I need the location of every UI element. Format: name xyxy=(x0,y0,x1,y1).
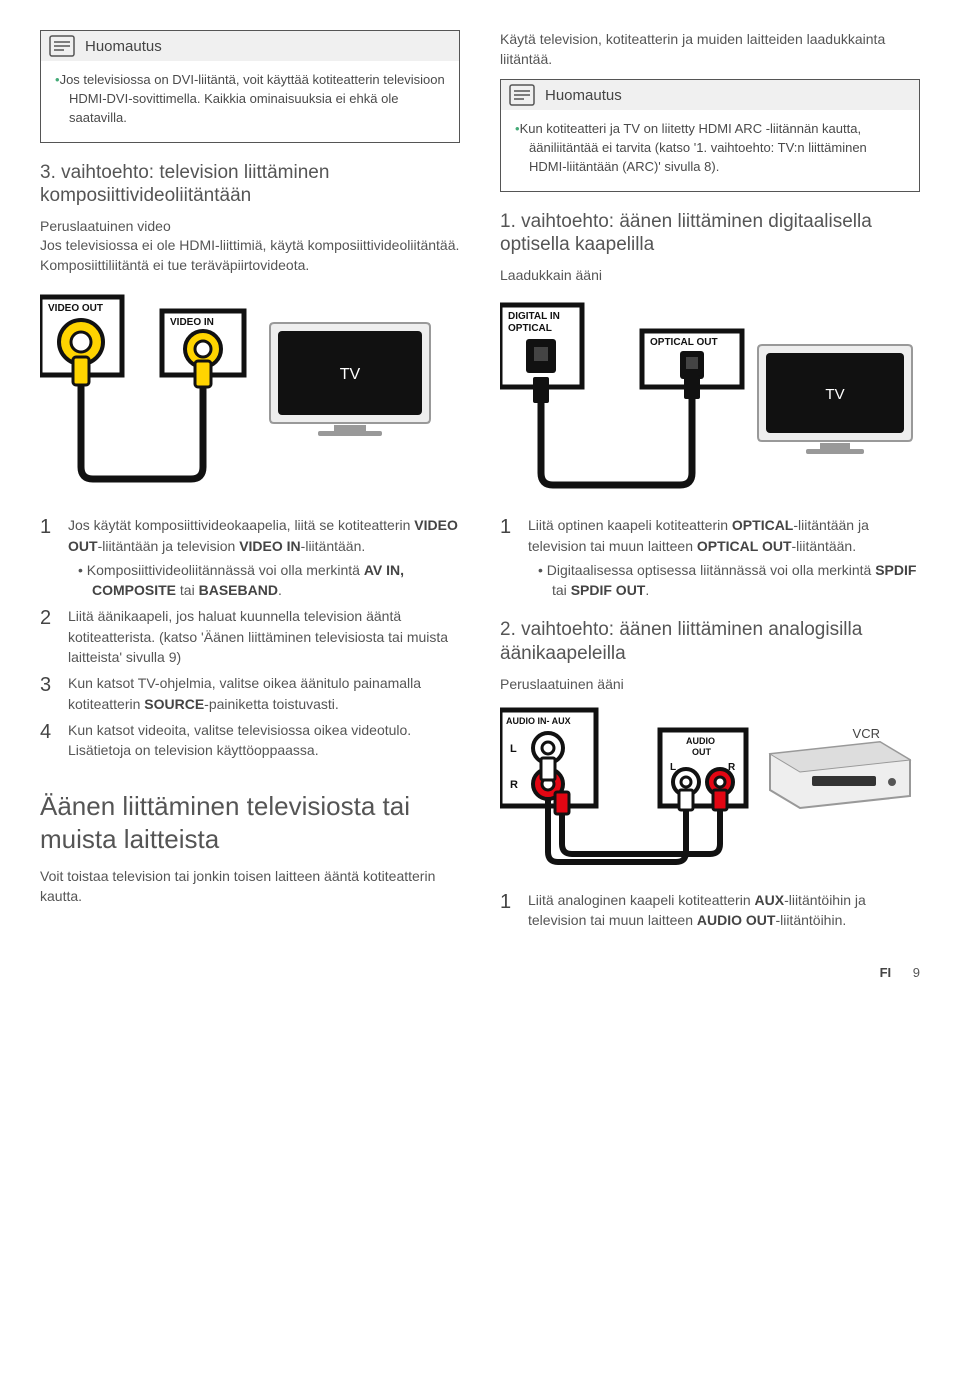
t: Komposiittivideoliitännässä voi olla mer… xyxy=(87,562,364,578)
opt1-title: 1. vaihtoehto: äänen liittäminen digitaa… xyxy=(500,210,920,258)
video-steps: Jos käytät komposiittivideokaapelia, lii… xyxy=(40,515,460,760)
svg-text:AUDIO: AUDIO xyxy=(686,736,715,746)
note-box-2: Huomautus Kun kotiteatteri ja TV on liit… xyxy=(500,79,920,192)
t: AUX xyxy=(755,892,785,908)
opt1-sub: Laadukkain ääni xyxy=(500,267,920,283)
section-3-subhead: Peruslaatuinen video xyxy=(40,218,460,234)
optical-diagram: DIGITAL IN OPTICAL OPTICAL OUT TV xyxy=(500,295,920,495)
t: VIDEO IN xyxy=(239,538,300,554)
aux-diagram: AUDIO IN- AUX L R AUDIO OUT L R VCR xyxy=(500,704,920,874)
optical-steps: Liitä optinen kaapeli kotiteatterin OPTI… xyxy=(500,515,920,600)
svg-text:R: R xyxy=(510,779,518,791)
svg-text:L: L xyxy=(510,743,517,755)
t: AUDIO OUT xyxy=(697,912,776,928)
note-box-1: Huomautus Jos televisiossa on DVI-liitän… xyxy=(40,30,460,143)
note-header: Huomautus xyxy=(41,31,459,61)
t: OPTICAL OUT xyxy=(697,538,792,554)
svg-text:VCR: VCR xyxy=(853,726,880,741)
svg-text:VIDEO OUT: VIDEO OUT xyxy=(48,303,103,314)
note-header-2: Huomautus xyxy=(501,80,919,110)
section-3-title: 3. vaihtoehto: television liittäminen ko… xyxy=(40,161,460,209)
aux-step-1: Liitä analoginen kaapeli kotiteatterin A… xyxy=(500,890,920,931)
opt2-title: 2. vaihtoehto: äänen liittäminen analogi… xyxy=(500,618,920,666)
t: OPTICAL xyxy=(732,517,793,533)
right-column: Käytä television, kotiteatterin ja muide… xyxy=(500,30,920,515)
t: BASEBAND xyxy=(199,582,278,598)
svg-text:AUDIO IN- AUX: AUDIO IN- AUX xyxy=(506,716,571,726)
step-3: Kun katsot TV-ohjelmia, valitse oikea ää… xyxy=(40,673,460,714)
page-footer: FI 9 xyxy=(40,965,920,980)
t: Jos käytät komposiittivideokaapelia, lii… xyxy=(68,517,414,533)
svg-text:TV: TV xyxy=(825,386,844,403)
svg-text:L: L xyxy=(670,762,676,773)
t: SOURCE xyxy=(144,696,204,712)
right-intro: Käytä television, kotiteatterin ja muide… xyxy=(500,30,920,69)
top-two-col: Huomautus Jos televisiossa on DVI-liitän… xyxy=(40,30,920,515)
note-bullet: Jos televisiossa on DVI-liitäntä, voit k… xyxy=(55,71,445,128)
note-body-2: Kun kotiteatteri ja TV on liitetty HDMI … xyxy=(501,110,919,191)
svg-text:OPTICAL: OPTICAL xyxy=(508,323,552,334)
t: -liitäntään ja television xyxy=(98,538,240,554)
t: -liitäntöihin. xyxy=(775,912,846,928)
step-1-bullet: Komposiittivideoliitännässä voi olla mer… xyxy=(78,560,460,601)
footer-lang: FI xyxy=(880,965,892,980)
step-4: Kun katsot videoita, valitse televisioss… xyxy=(40,720,460,761)
t: Liitä optinen kaapeli kotiteatterin xyxy=(528,517,732,533)
note-title-2: Huomautus xyxy=(545,87,622,104)
svg-text:OUT: OUT xyxy=(692,747,712,757)
opt-step-1: Liitä optinen kaapeli kotiteatterin OPTI… xyxy=(500,515,920,600)
left-column: Huomautus Jos televisiossa on DVI-liitän… xyxy=(40,30,460,515)
t: Liitä analoginen kaapeli kotiteatterin xyxy=(528,892,755,908)
note-bullet-2: Kun kotiteatteri ja TV on liitetty HDMI … xyxy=(515,120,905,177)
opt-step-1-bullet: Digitaalisessa optisessa liitännässä voi… xyxy=(538,560,920,601)
svg-text:TV: TV xyxy=(340,366,361,383)
note-body: Jos televisiossa on DVI-liitäntä, voit k… xyxy=(41,61,459,142)
note-title: Huomautus xyxy=(85,38,162,55)
t: tai xyxy=(552,582,571,598)
t: SPDIF OUT xyxy=(571,582,646,598)
t: -liitäntään. xyxy=(792,538,857,554)
svg-text:OPTICAL OUT: OPTICAL OUT xyxy=(650,337,718,348)
big-body: Voit toistaa television tai jonkin toise… xyxy=(40,867,460,906)
t: SPDIF xyxy=(875,562,916,578)
video-diagram: VIDEO OUT VIDEO IN TV xyxy=(40,287,460,487)
t: Digitaalisessa optisessa liitännässä voi… xyxy=(547,562,875,578)
mid-two-col: Jos käytät komposiittivideokaapelia, lii… xyxy=(40,515,920,936)
footer-page: 9 xyxy=(913,965,920,980)
big-heading: Äänen liittäminen televisiosta tai muist… xyxy=(40,790,460,855)
note-icon xyxy=(49,35,75,57)
t: -liitäntään. xyxy=(301,538,366,554)
step-2: Liitä äänikaapeli, jos haluat kuunnella … xyxy=(40,606,460,667)
svg-text:VIDEO IN: VIDEO IN xyxy=(170,317,214,328)
t: -painiketta toistuvasti. xyxy=(204,696,339,712)
aux-steps: Liitä analoginen kaapeli kotiteatterin A… xyxy=(500,890,920,931)
t: tai xyxy=(176,582,199,598)
opt2-sub: Peruslaatuinen ääni xyxy=(500,676,920,692)
left-col-steps: Jos käytät komposiittivideokaapelia, lii… xyxy=(40,515,460,936)
section-3-body: Jos televisiossa ei ole HDMI-liittimiä, … xyxy=(40,236,460,275)
note-icon xyxy=(509,84,535,106)
svg-text:DIGITAL IN: DIGITAL IN xyxy=(508,311,560,322)
step-1: Jos käytät komposiittivideokaapelia, lii… xyxy=(40,515,460,600)
right-col-steps: Liitä optinen kaapeli kotiteatterin OPTI… xyxy=(500,515,920,936)
